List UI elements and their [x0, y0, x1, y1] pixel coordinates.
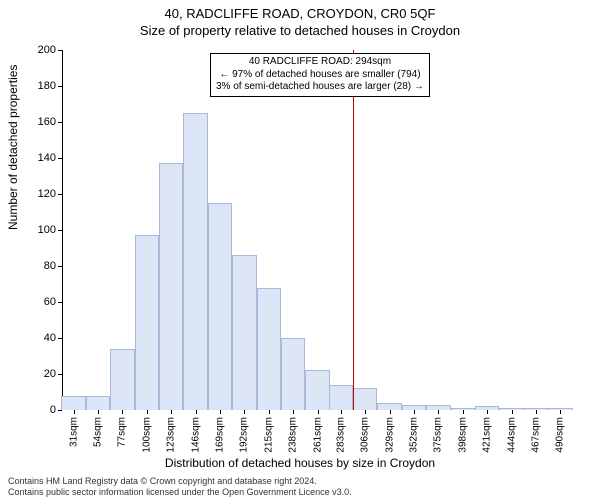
- histogram-bar: [305, 370, 329, 410]
- histogram-bar: [353, 388, 377, 410]
- histogram-bar: [135, 235, 159, 410]
- footer-line-1: Contains HM Land Registry data © Crown c…: [8, 476, 352, 487]
- x-tick-label: 100sqm: [141, 417, 152, 453]
- histogram-chart: 02040608010012014016018020031sqm54sqm77s…: [62, 50, 572, 410]
- footer-attribution: Contains HM Land Registry data © Crown c…: [8, 476, 352, 498]
- histogram-bar: [281, 338, 305, 410]
- histogram-bar: [208, 203, 232, 410]
- address-title: 40, RADCLIFFE ROAD, CROYDON, CR0 5QF: [0, 0, 600, 21]
- annotation-line-2: ← 97% of detached houses are smaller (79…: [216, 69, 424, 82]
- x-tick-label: 398sqm: [457, 417, 468, 453]
- y-tick-label: 200: [26, 44, 56, 56]
- reference-line: [353, 50, 354, 410]
- x-tick-label: 375sqm: [433, 417, 444, 453]
- histogram-bar: [61, 396, 85, 410]
- annotation-box: 40 RADCLIFFE ROAD: 294sqm ← 97% of detac…: [210, 53, 430, 97]
- y-tick-label: 180: [26, 80, 56, 92]
- x-tick-label: 123sqm: [166, 417, 177, 453]
- x-tick-label: 238sqm: [288, 417, 299, 453]
- histogram-bar: [232, 255, 256, 410]
- x-tick-label: 444sqm: [506, 417, 517, 453]
- x-tick-label: 169sqm: [214, 417, 225, 453]
- histogram-bar: [377, 403, 401, 410]
- x-tick-label: 352sqm: [409, 417, 420, 453]
- histogram-bar: [86, 396, 110, 410]
- x-tick-label: 146sqm: [190, 417, 201, 453]
- y-tick-label: 140: [26, 152, 56, 164]
- footer-line-2: Contains public sector information licen…: [8, 487, 352, 498]
- y-tick-label: 80: [26, 260, 56, 272]
- x-tick-label: 329sqm: [384, 417, 395, 453]
- annotation-line-1: 40 RADCLIFFE ROAD: 294sqm: [216, 56, 424, 69]
- x-tick-label: 31sqm: [68, 417, 79, 447]
- histogram-bar: [110, 349, 134, 410]
- x-axis-title: Distribution of detached houses by size …: [0, 456, 600, 470]
- x-tick-label: 192sqm: [239, 417, 250, 453]
- y-tick-label: 20: [26, 368, 56, 380]
- histogram-bar: [257, 288, 281, 410]
- y-tick-label: 100: [26, 224, 56, 236]
- x-tick-label: 306sqm: [360, 417, 371, 453]
- x-tick-label: 467sqm: [530, 417, 541, 453]
- histogram-bar: [329, 385, 353, 410]
- annotation-line-3: 3% of semi-detached houses are larger (2…: [216, 81, 424, 94]
- y-tick-label: 0: [26, 404, 56, 416]
- x-tick-label: 283sqm: [335, 417, 346, 453]
- x-tick-label: 77sqm: [117, 417, 128, 447]
- y-tick-label: 40: [26, 332, 56, 344]
- histogram-bar: [183, 113, 207, 410]
- x-tick-label: 54sqm: [93, 417, 104, 447]
- y-axis-label: Number of detached properties: [6, 65, 20, 230]
- y-tick-label: 160: [26, 116, 56, 128]
- x-tick-label: 490sqm: [555, 417, 566, 453]
- chart-subtitle: Size of property relative to detached ho…: [0, 21, 600, 38]
- x-tick-label: 261sqm: [312, 417, 323, 453]
- histogram-bar: [159, 163, 183, 410]
- x-tick-label: 421sqm: [482, 417, 493, 453]
- y-tick-label: 120: [26, 188, 56, 200]
- x-tick-label: 215sqm: [263, 417, 274, 453]
- y-tick-label: 60: [26, 296, 56, 308]
